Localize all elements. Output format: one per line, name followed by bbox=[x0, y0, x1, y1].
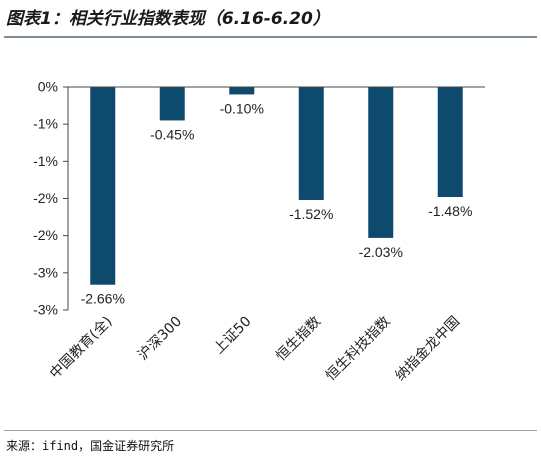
y-tick-label: 0% bbox=[38, 79, 58, 95]
bar bbox=[368, 87, 394, 238]
bar bbox=[298, 87, 324, 200]
title-divider bbox=[4, 36, 537, 38]
y-tick-label: -3% bbox=[33, 302, 58, 318]
x-tick-label: 恒生科技指数 bbox=[323, 314, 394, 385]
data-label: -2.66% bbox=[81, 291, 125, 307]
y-tick-label: -1% bbox=[33, 153, 58, 169]
bar-chart: 0% -1% -1% -2% -2% -3% -3% -2.66% 中国教育(全) -0.45% 沪… bbox=[33, 79, 485, 385]
data-label: -2.03% bbox=[359, 244, 403, 260]
chart-title: 图表1：相关行业指数表现（6.16-6.20） bbox=[6, 9, 330, 29]
y-tick-label: -2% bbox=[33, 227, 58, 243]
y-tick-label: -1% bbox=[33, 116, 58, 132]
bar bbox=[159, 87, 185, 121]
data-label: -0.10% bbox=[220, 100, 264, 116]
x-tick-label: 纳指金龙中国 bbox=[392, 314, 463, 385]
x-tick-label: 沪深300 bbox=[135, 314, 185, 364]
source-divider bbox=[4, 430, 537, 431]
x-tick-label: 中国教育(全) bbox=[46, 313, 115, 382]
data-label: -1.52% bbox=[289, 206, 333, 222]
bar bbox=[90, 87, 116, 285]
y-tick-label: -3% bbox=[33, 264, 58, 280]
x-tick-label: 上证50 bbox=[211, 314, 255, 358]
x-tick-label: 恒生指数 bbox=[273, 314, 324, 365]
y-tick-label: -2% bbox=[33, 190, 58, 206]
source-note: 来源：ifind，国金证券研究所 bbox=[6, 439, 175, 453]
data-label: -1.48% bbox=[428, 203, 472, 219]
data-label: -0.45% bbox=[150, 126, 194, 142]
bar bbox=[437, 87, 463, 198]
bar bbox=[229, 87, 255, 95]
